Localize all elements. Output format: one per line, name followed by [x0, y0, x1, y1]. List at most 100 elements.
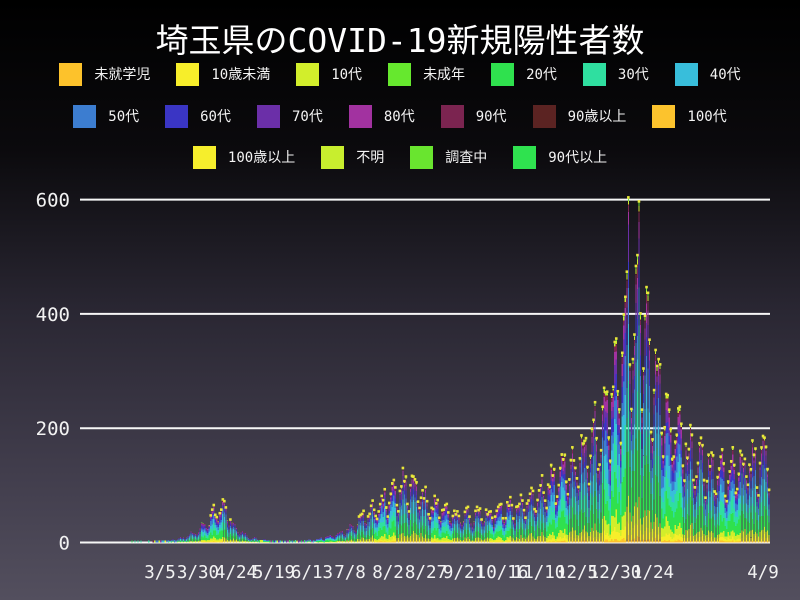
bar-segment: [571, 449, 573, 454]
bar-segment: [714, 506, 716, 515]
bar-segment: [706, 541, 708, 543]
bar-segment: [738, 534, 740, 539]
bar-segment: [488, 513, 490, 515]
bar-segment: [648, 472, 651, 511]
bar-segment: [480, 529, 483, 534]
bar-segment: [662, 502, 664, 519]
bar-segment: [514, 523, 516, 525]
bar-segment: [378, 512, 380, 514]
bar-segment: [748, 537, 751, 542]
bar-segment: [359, 520, 362, 524]
bar-segment: [723, 537, 725, 541]
bar-segment: [210, 516, 212, 518]
bar-segment: [723, 531, 725, 538]
bar-segment: [452, 541, 454, 543]
bar-segment: [182, 539, 185, 541]
bar-segment: [756, 491, 758, 495]
bar-segment: [391, 501, 393, 508]
bar-segment: [361, 515, 363, 517]
bar-segment: [393, 541, 395, 543]
bar-segment: [216, 518, 218, 519]
bar-segment: [574, 469, 576, 473]
bar-segment: [671, 467, 673, 472]
bar-segment: [754, 463, 757, 470]
bar-segment: [449, 536, 451, 540]
bar-segment: [208, 525, 210, 527]
bar-segment: [222, 509, 224, 515]
bar-segment: [555, 510, 557, 515]
bar-segment: [400, 490, 402, 495]
bar-segment: [523, 517, 525, 521]
bar-segment: [562, 470, 564, 475]
bar-segment: [564, 474, 566, 480]
bar-segment: [692, 536, 695, 539]
bar-segment: [493, 529, 495, 532]
bar-segment: [648, 434, 651, 473]
bar-segment: [541, 513, 543, 524]
bar-segment: [543, 506, 545, 516]
bar-segment: [667, 397, 669, 399]
bar-segment: [700, 469, 702, 486]
bar-segment: [726, 511, 728, 518]
bar-segment: [641, 417, 643, 424]
bar-segment: [602, 407, 604, 409]
bar-segment: [661, 488, 663, 498]
bar-segment: [633, 337, 636, 340]
bar-segment: [583, 539, 586, 543]
bar-segment: [561, 461, 563, 469]
bar-segment: [412, 541, 415, 543]
bar-segment: [246, 535, 248, 537]
bar-segment: [659, 434, 661, 465]
bar-segment: [623, 455, 625, 477]
bar-segment: [497, 525, 499, 532]
bar-segment: [680, 450, 682, 458]
bar-segment: [226, 524, 228, 528]
bar-segment: [438, 520, 440, 524]
bar-segment: [751, 447, 754, 456]
bar-segment: [402, 536, 404, 542]
legend-swatch: [674, 62, 698, 86]
bar-segment: [444, 540, 446, 542]
bar-segment: [759, 496, 761, 504]
bar-segment: [338, 541, 340, 543]
bar-segment: [390, 511, 392, 519]
bar-segment: [195, 533, 197, 535]
bar-segment: [723, 464, 725, 466]
bar-segment: [337, 541, 339, 542]
bar-segment: [540, 539, 542, 542]
bar-segment: [550, 476, 552, 482]
bar-segment: [741, 487, 743, 497]
bar-segment: [729, 479, 731, 486]
bar-segment: [530, 533, 533, 540]
bar-segment: [455, 517, 457, 520]
bar-segment: [571, 496, 573, 508]
bar-segment: [624, 302, 626, 308]
bar-segment: [226, 532, 228, 537]
bar-segment: [260, 540, 262, 543]
bar-segment: [635, 343, 637, 363]
bar-segment: [350, 524, 353, 526]
bar-segment: [583, 442, 586, 445]
bar-segment: [515, 512, 517, 515]
bar-segment: [403, 487, 406, 491]
bar-segment: [730, 469, 732, 477]
bar-segment: [553, 481, 555, 485]
bar-segment: [651, 528, 654, 538]
bar-segment: [231, 529, 233, 534]
bar-segment: [238, 538, 241, 540]
bar-segment: [396, 526, 398, 531]
bar-segment: [356, 527, 359, 529]
bar-segment: [639, 320, 642, 326]
bar-segment: [523, 511, 525, 513]
legend-label: 90歳以上: [567, 109, 627, 125]
bar-segment: [629, 512, 631, 530]
bar-segment: [470, 540, 472, 542]
bar-segment: [720, 484, 722, 501]
bar-segment: [745, 541, 747, 543]
bar-segment: [373, 512, 375, 514]
bar-segment: [438, 541, 440, 543]
bar-segment: [474, 515, 477, 517]
bar-segment: [479, 527, 481, 533]
bar-segment: [417, 528, 419, 536]
bar-segment: [193, 533, 195, 535]
